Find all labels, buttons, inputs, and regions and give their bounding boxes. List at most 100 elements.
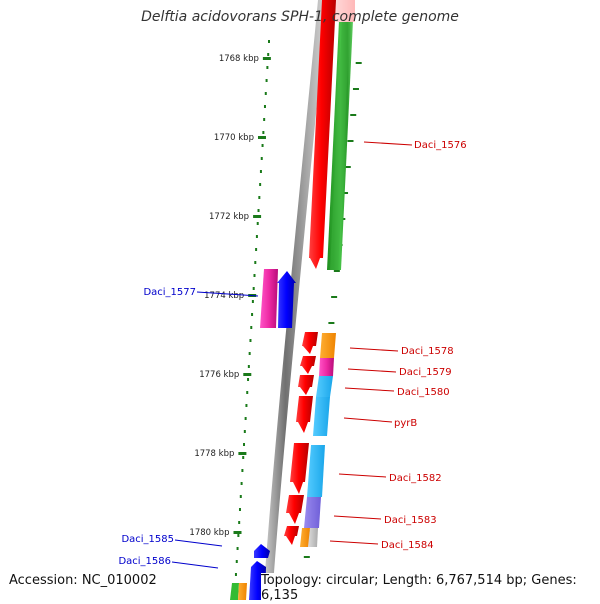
gene-daci-1577-arrow — [277, 271, 296, 328]
gene-feature-green — [327, 0, 354, 270]
gene-label-leader-line — [363, 141, 413, 146]
gene-label[interactable]: Daci_1586 — [118, 556, 171, 567]
outer-ring-dot — [331, 296, 338, 298]
ruler-dot — [259, 170, 262, 173]
map-title: Delftia acidovorans SPH-1, complete geno… — [141, 9, 459, 25]
gene-label[interactable]: Daci_1582 — [389, 473, 442, 484]
gene-daci-1585-arrow — [254, 544, 270, 558]
ruler-dot — [264, 92, 267, 95]
gene-daci-1579-cog — [319, 358, 334, 376]
ruler-dot — [261, 144, 264, 147]
accession-text: Accession: NC_010002 — [9, 573, 157, 588]
gene-label-leader-line — [196, 291, 259, 297]
outer-ring-dot — [347, 140, 354, 142]
axis-tick-label: 1768 kbp — [219, 54, 259, 64]
axis-tick-label: 1772 kbp — [209, 212, 249, 222]
ruler-dot — [239, 495, 242, 498]
gene-label-leader-line — [343, 417, 393, 423]
gene-feature-pink — [335, 0, 355, 22]
outer-ring-dot — [328, 322, 335, 324]
ruler-dot — [243, 430, 246, 433]
gene-label-leader-line — [171, 561, 219, 569]
outer-ring-dot — [303, 556, 310, 558]
gene-daci-1584-cog-b — [308, 528, 318, 547]
ruler-dot — [259, 183, 262, 186]
gene-daci-1578-cog — [320, 333, 336, 358]
ruler-dot — [255, 248, 258, 251]
ruler-dot — [248, 352, 251, 355]
gene-label[interactable]: Daci_1576 — [414, 140, 467, 151]
gene-label[interactable]: Daci_1585 — [121, 534, 174, 545]
ruler-track — [233, 40, 270, 602]
axis-tick-label: 1774 kbp — [204, 291, 244, 301]
ruler-dot — [257, 209, 260, 212]
gene-label-leader-line — [344, 387, 395, 392]
gene-daci-1582-cog — [307, 445, 325, 497]
gene-label[interactable]: Daci_1580 — [397, 387, 450, 398]
gene-daci-1584-cog-a — [300, 528, 310, 547]
ruler-dot — [267, 53, 270, 56]
ruler-dot — [253, 274, 256, 277]
ruler-dot — [235, 560, 238, 563]
ruler-dot — [263, 105, 266, 108]
ruler-dot — [251, 300, 254, 303]
gene-label[interactable]: Daci_1579 — [399, 367, 452, 378]
ruler-dot — [256, 222, 259, 225]
axis-tick-mark — [233, 531, 242, 534]
ruler-dot — [240, 482, 243, 485]
ruler-dot — [255, 235, 258, 238]
ruler-dot — [266, 66, 269, 69]
gene-daci-1576-arrow — [309, 0, 336, 269]
outer-ring-dot — [350, 114, 357, 116]
outer-ring-dot — [355, 62, 362, 64]
gene-daci-1583-cog — [304, 497, 321, 528]
axis-tick-label: 1770 kbp — [214, 133, 254, 143]
gene-pyrb-cog — [313, 397, 330, 436]
axis-tick-mark — [257, 136, 266, 139]
axis-tick-mark — [238, 452, 247, 455]
ruler-dot — [252, 287, 255, 290]
axis-tick-mark — [262, 57, 271, 60]
gene-daci-1579-arrow — [300, 356, 316, 374]
axis-ticks: 1768 kbp 1770 kbp 1772 kbp 1774 kbp 1776 kbp… — [189, 54, 271, 538]
ruler-dot — [238, 521, 241, 524]
ruler-dot — [263, 118, 266, 121]
gene-feature-green-bottom — [230, 583, 239, 600]
axis-tick-label: 1780 kbp — [189, 528, 229, 538]
ruler-dot — [236, 547, 239, 550]
topology-summary: Topology: circular; Length: 6,767,514 bp… — [261, 573, 600, 603]
axis-tick-mark — [253, 215, 262, 218]
genome-backbone — [263, 0, 327, 600]
ruler-dot — [234, 573, 237, 576]
gene-label[interactable]: Daci_1578 — [401, 346, 454, 357]
axis-tick-label: 1776 kbp — [199, 370, 239, 380]
gene-labels: Daci_1576 Daci_1577 Daci_1578 Daci_1579 Daci… — [118, 140, 467, 569]
gene-label[interactable]: Daci_1584 — [381, 540, 434, 551]
gene-daci-1578-arrow — [302, 332, 318, 354]
ruler-dot — [265, 79, 268, 82]
axis-tick-label: 1778 kbp — [194, 449, 234, 459]
gene-label-leader-line — [338, 473, 387, 478]
gene-label[interactable]: Daci_1583 — [384, 515, 437, 526]
gene-daci-1584-arrow — [284, 526, 299, 545]
outer-ring-dot — [333, 270, 340, 272]
ruler-dot — [249, 339, 252, 342]
gene-label-leader-line — [174, 539, 223, 547]
gene-label[interactable]: Daci_1577 — [143, 287, 196, 298]
gene-daci-1583-arrow — [286, 495, 304, 524]
gene-feature-orange-bottom — [238, 583, 247, 600]
ruler-dot — [241, 469, 244, 472]
outer-ring-dot — [344, 166, 351, 168]
ruler-dot — [247, 378, 250, 381]
gene-feature-green-inner — [330, 0, 351, 270]
gene-daci-1582-arrow — [290, 443, 309, 494]
ruler-dot — [244, 417, 247, 420]
ruler-dot — [250, 326, 253, 329]
gene-label[interactable]: pyrB — [394, 418, 417, 429]
ruler-dot — [262, 131, 265, 134]
ruler-dot — [260, 157, 263, 160]
ruler-dot — [258, 196, 261, 199]
gene-daci-1580-cog — [316, 376, 333, 397]
